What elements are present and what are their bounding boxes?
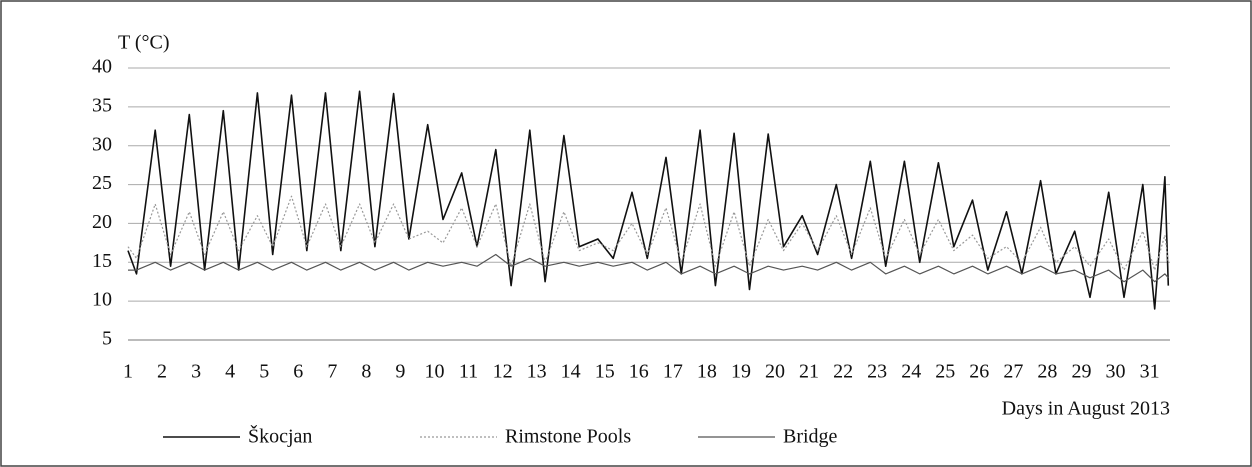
x-tick-label: 24 [901, 361, 921, 383]
series-line [127, 195, 1169, 271]
x-tick-label: 13 [527, 361, 547, 383]
x-tick-label: 20 [765, 361, 785, 383]
x-tick-label: 30 [1106, 361, 1126, 383]
x-tick-label: 7 [327, 361, 337, 383]
y-tick-label: 20 [92, 211, 112, 233]
x-tick-label: 19 [731, 361, 751, 383]
x-tick-label: 15 [595, 361, 615, 383]
x-tick-label: 3 [191, 361, 201, 383]
x-tick-label: 27 [1003, 361, 1023, 383]
x-tick-label: 2 [157, 361, 167, 383]
y-tick-label: 10 [92, 289, 112, 311]
x-tick-label: 1 [123, 361, 133, 383]
x-tick-label: 29 [1071, 361, 1091, 383]
y-tick-label: 25 [92, 172, 112, 194]
x-tick-label: 5 [259, 361, 269, 383]
x-tick-label: 8 [361, 361, 371, 383]
series-line [127, 90, 1170, 310]
y-tick-label: 35 [92, 94, 112, 116]
x-tick-label: 22 [833, 361, 853, 383]
y-axis-label: T (°C) [118, 32, 170, 54]
x-tick-label: 12 [493, 361, 513, 383]
y-tick-label: 40 [92, 56, 112, 78]
x-tick-label: 26 [969, 361, 989, 383]
x-tick-label: 10 [424, 361, 444, 383]
x-tick-label: 14 [561, 361, 581, 383]
x-tick-label: 4 [225, 361, 235, 383]
series-line [128, 253, 1169, 283]
x-tick-label: 28 [1037, 361, 1057, 383]
x-tick-label: 25 [935, 361, 955, 383]
x-tick-label: 6 [293, 361, 303, 383]
x-tick-label: 11 [459, 361, 478, 383]
x-tick-label: 16 [629, 361, 649, 383]
y-tick-label: 5 [102, 328, 112, 350]
legend-label: Bridge [783, 426, 838, 448]
x-tick-label: 18 [697, 361, 717, 383]
x-tick-label: 23 [867, 361, 887, 383]
x-tick-label: 21 [799, 361, 819, 383]
x-axis-label: Days in August 2013 [1002, 398, 1170, 420]
y-tick-label: 15 [92, 250, 112, 272]
x-tick-label: 17 [663, 361, 683, 383]
x-tick-label: 9 [395, 361, 405, 383]
y-tick-label: 30 [92, 133, 112, 155]
legend-label: Rimstone Pools [505, 426, 631, 448]
legend-label: Škocjan [248, 424, 312, 448]
x-tick-label: 31 [1140, 361, 1160, 383]
